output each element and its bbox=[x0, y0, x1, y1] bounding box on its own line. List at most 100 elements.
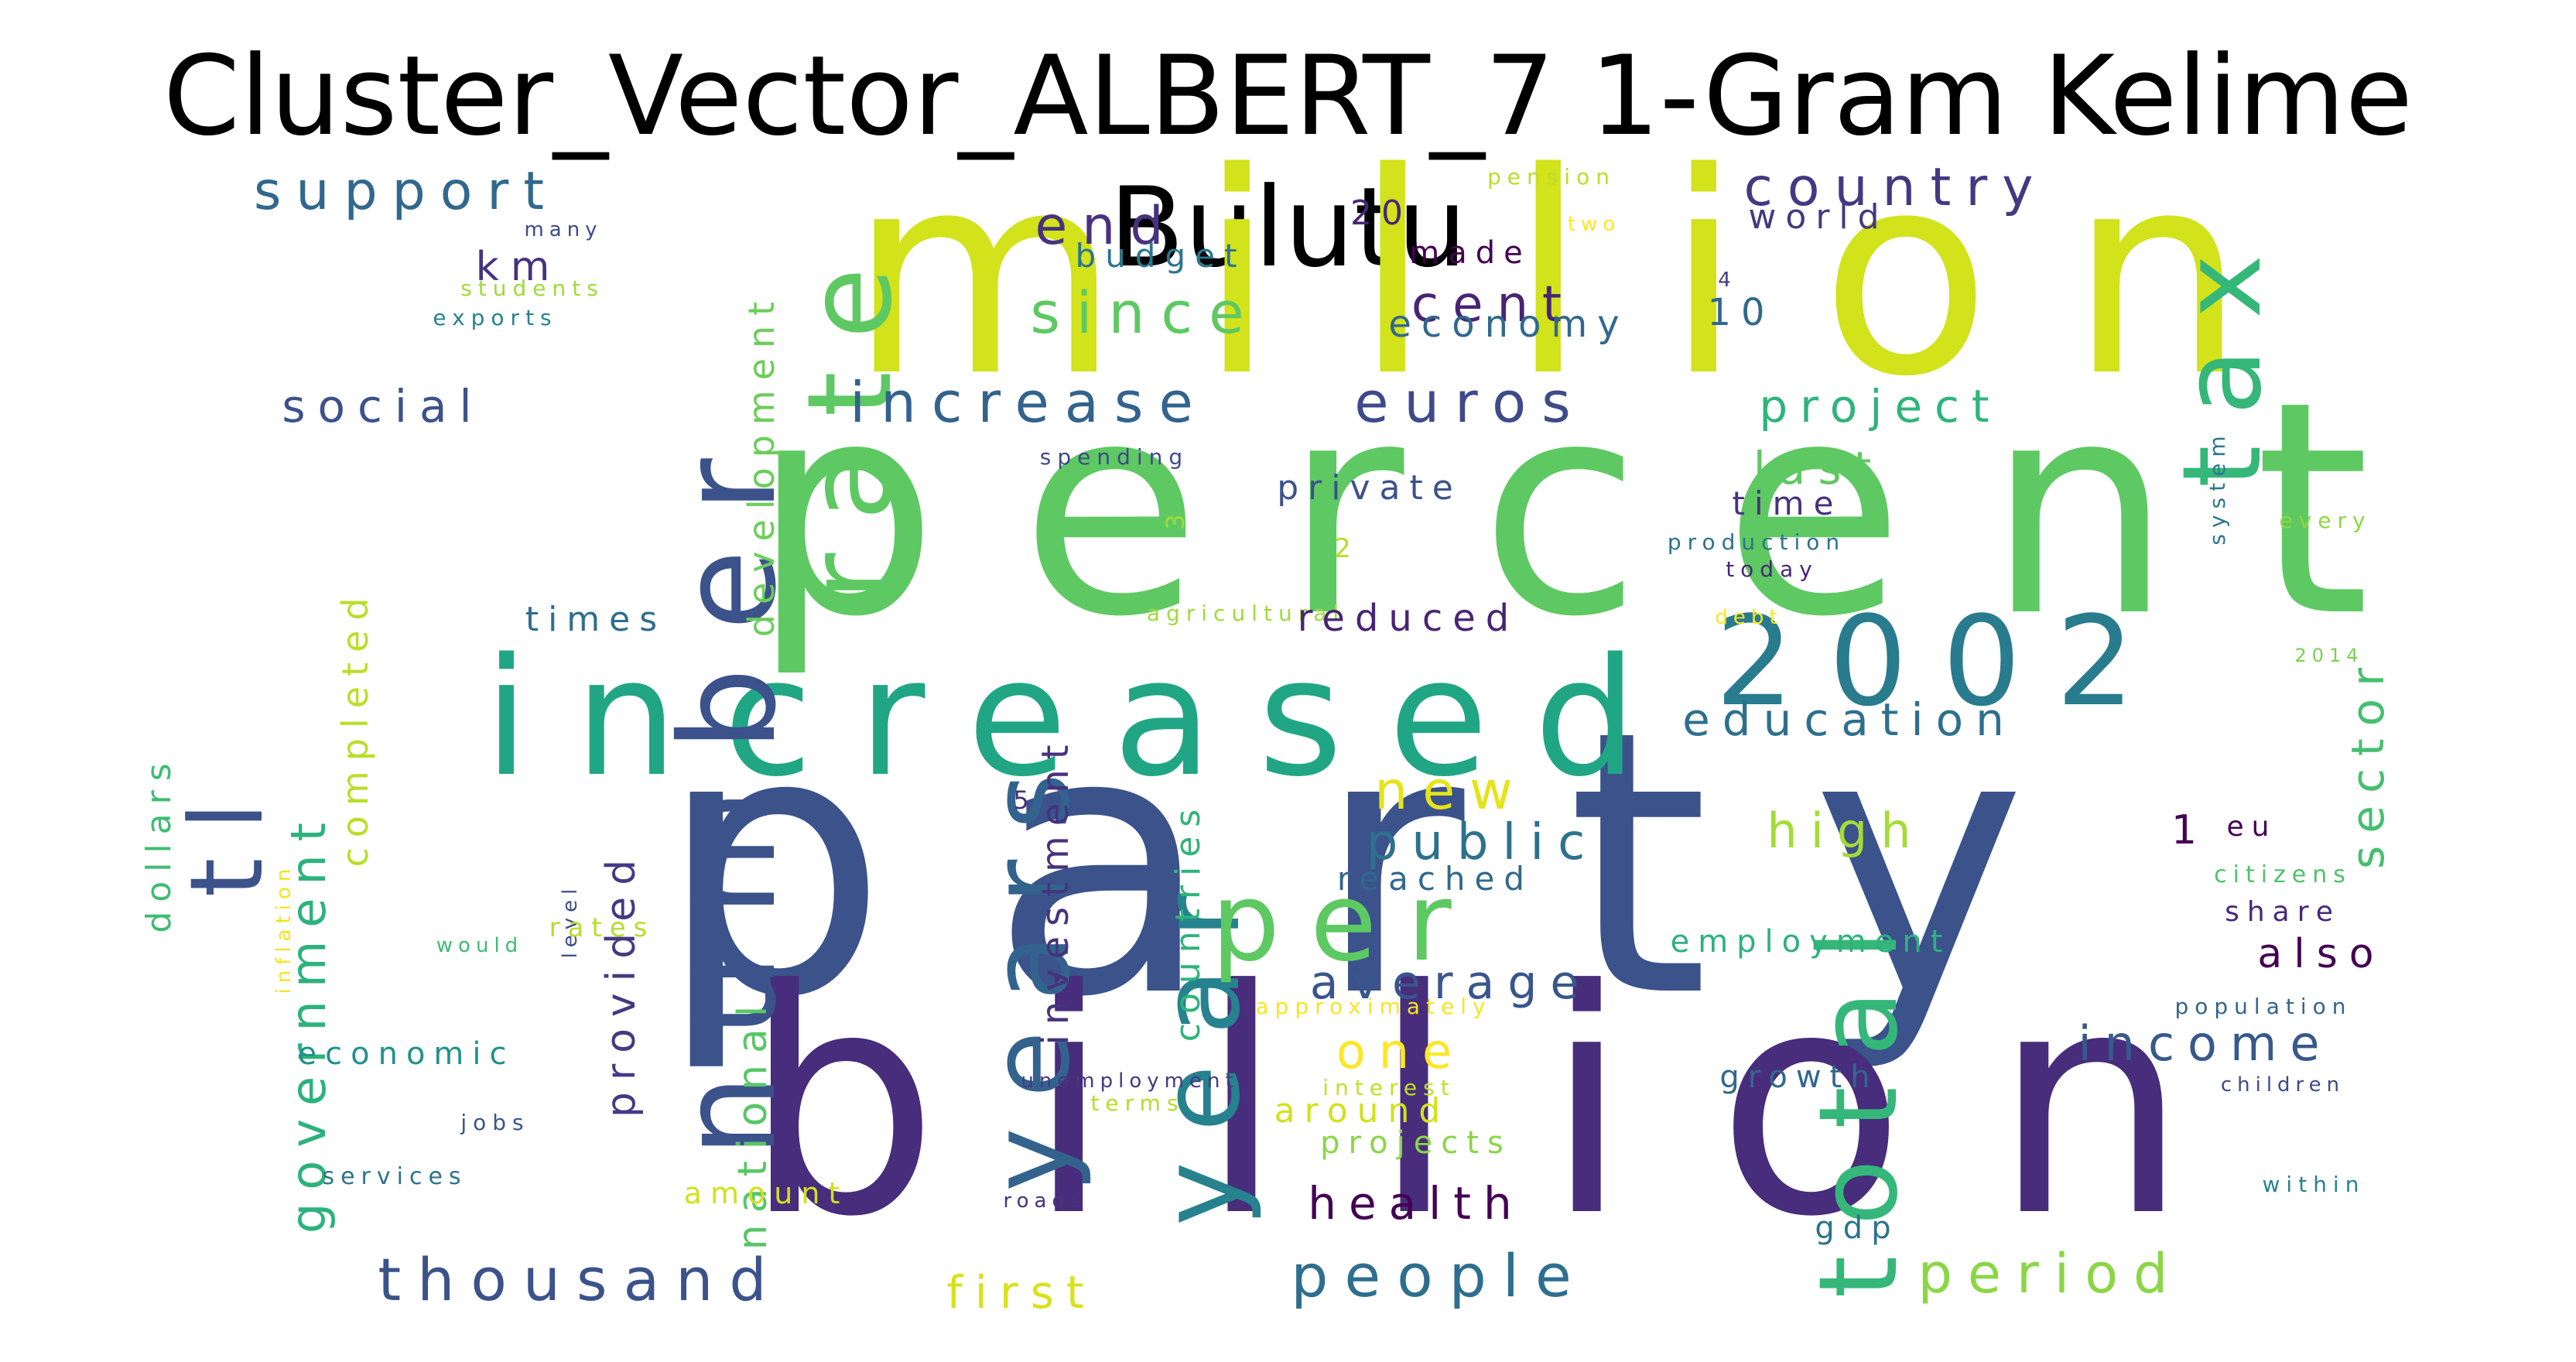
word-employment: employment bbox=[1671, 924, 1952, 960]
word-reduced: reduced bbox=[1298, 597, 1520, 640]
word-would: would bbox=[436, 934, 523, 957]
word-sector: sector bbox=[2342, 655, 2394, 869]
word-5: 5 bbox=[1013, 785, 1035, 815]
word-first: first bbox=[946, 1266, 1096, 1319]
word-children: children bbox=[2221, 1073, 2345, 1097]
word-country: country bbox=[1743, 157, 2047, 218]
word-students: students bbox=[460, 275, 604, 301]
word-rates: rates bbox=[549, 912, 655, 943]
word-2002: 2002 bbox=[1715, 589, 2169, 734]
word-gdp: gdp bbox=[1815, 1210, 1899, 1246]
word-citizens: citizens bbox=[2214, 861, 2352, 888]
word-pension: pension bbox=[1487, 164, 1616, 190]
word-production: production bbox=[1668, 529, 1846, 555]
word-national: national bbox=[730, 994, 776, 1251]
word-spending: spending bbox=[1040, 444, 1189, 470]
word-period: period bbox=[1918, 1242, 2184, 1306]
word-tax: tax bbox=[2160, 224, 2286, 488]
word-unemployment: unemployment bbox=[1021, 1069, 1238, 1093]
word-investment: investment bbox=[1034, 734, 1077, 1045]
word-around: around bbox=[1274, 1091, 1450, 1131]
word-increased: increased bbox=[484, 623, 1682, 813]
word-billion: billion bbox=[743, 925, 2276, 1285]
word-debt: debt bbox=[1715, 606, 1782, 629]
word-services: services bbox=[322, 1163, 467, 1190]
word-countries: countries bbox=[1168, 800, 1208, 1042]
word-new: new bbox=[1374, 761, 1527, 822]
word-end: end bbox=[1035, 196, 1178, 257]
word-approximately: approximately bbox=[1255, 994, 1491, 1019]
word-jobs: jobs bbox=[460, 1110, 529, 1135]
word-10: 10 bbox=[1707, 291, 1774, 334]
word-3: 3 bbox=[1161, 507, 1190, 529]
word-world: world bbox=[1748, 197, 1888, 237]
word-year: year bbox=[1138, 864, 1264, 1226]
word-within: within bbox=[2263, 1172, 2366, 1197]
word-increase: increase bbox=[850, 370, 1208, 435]
word-times: times bbox=[525, 600, 666, 639]
word-since: since bbox=[1030, 280, 1260, 347]
word-number: number bbox=[652, 421, 806, 1157]
word-project: project bbox=[1759, 380, 2001, 433]
word-total: total bbox=[1796, 899, 1922, 1298]
word-every: every bbox=[2279, 508, 2371, 533]
word-eu: eu bbox=[2227, 811, 2277, 843]
word-cent: cent bbox=[1411, 276, 1575, 334]
word-1: 1 bbox=[2171, 807, 2208, 854]
word-thousand: thousand bbox=[378, 1245, 782, 1314]
word-2: 2 bbox=[1334, 533, 1359, 564]
word-percent: percent bbox=[751, 338, 2451, 681]
word-4: 4 bbox=[1718, 269, 1736, 292]
word-public: public bbox=[1367, 814, 1599, 871]
word-terms: terms bbox=[1090, 1090, 1184, 1116]
word-government: government bbox=[280, 809, 337, 1234]
word-million: million bbox=[849, 113, 2324, 437]
word-system: system bbox=[2205, 429, 2230, 545]
word-also: also bbox=[2257, 931, 2385, 977]
word-development: development bbox=[741, 292, 782, 637]
word-inflation: inflation bbox=[272, 864, 296, 994]
word-rate: rate bbox=[783, 235, 918, 601]
word-social: social bbox=[282, 380, 484, 433]
word-last: last bbox=[1753, 442, 1884, 494]
word-time: time bbox=[1733, 484, 1843, 522]
word-made: made bbox=[1409, 235, 1531, 271]
word-euros: euros bbox=[1354, 370, 1586, 435]
word-km: km bbox=[476, 244, 562, 290]
word-health: health bbox=[1308, 1177, 1524, 1230]
chart-title: Cluster_Vector_ALBERT_7 1-Gram Kelime Bu… bbox=[162, 33, 2414, 292]
word-budget: budget bbox=[1076, 237, 1247, 275]
word-population: population bbox=[2175, 994, 2352, 1019]
word-completed: completed bbox=[334, 587, 376, 867]
word-agricultural: agricultural bbox=[1147, 601, 1345, 626]
word-high: high bbox=[1767, 802, 1924, 859]
word-projects: projects bbox=[1320, 1125, 1512, 1161]
word-growth: growth bbox=[1719, 1059, 1878, 1095]
word-20: 20 bbox=[1350, 193, 1412, 233]
word-per: per bbox=[1211, 860, 1482, 986]
word-support: support bbox=[254, 161, 559, 222]
word-party: party bbox=[657, 653, 2129, 1076]
word-education: education bbox=[1682, 693, 2017, 746]
word-two: two bbox=[1568, 213, 1620, 236]
word-years: years bbox=[968, 743, 1094, 1192]
word-interest: interest bbox=[1322, 1075, 1455, 1100]
word-level: level bbox=[559, 884, 582, 959]
word-people: people bbox=[1291, 1241, 1588, 1310]
word-economic: economic bbox=[298, 1036, 515, 1072]
word-tl: tl bbox=[168, 774, 286, 897]
word-reached: reached bbox=[1337, 860, 1534, 898]
word-private: private bbox=[1277, 468, 1462, 508]
word-today: today bbox=[1726, 556, 1818, 582]
word-economy: economy bbox=[1388, 303, 1629, 346]
word-2014: 2014 bbox=[2294, 645, 2363, 666]
word-share: share bbox=[2225, 896, 2341, 928]
word-average: average bbox=[1310, 956, 1592, 1010]
word-roads: roads bbox=[1003, 1189, 1086, 1213]
word-provided: provided bbox=[598, 848, 645, 1117]
word-many: many bbox=[524, 218, 602, 241]
word-amount: amount bbox=[684, 1176, 849, 1210]
word-exports: exports bbox=[433, 305, 557, 330]
word-one: one bbox=[1336, 1023, 1465, 1080]
